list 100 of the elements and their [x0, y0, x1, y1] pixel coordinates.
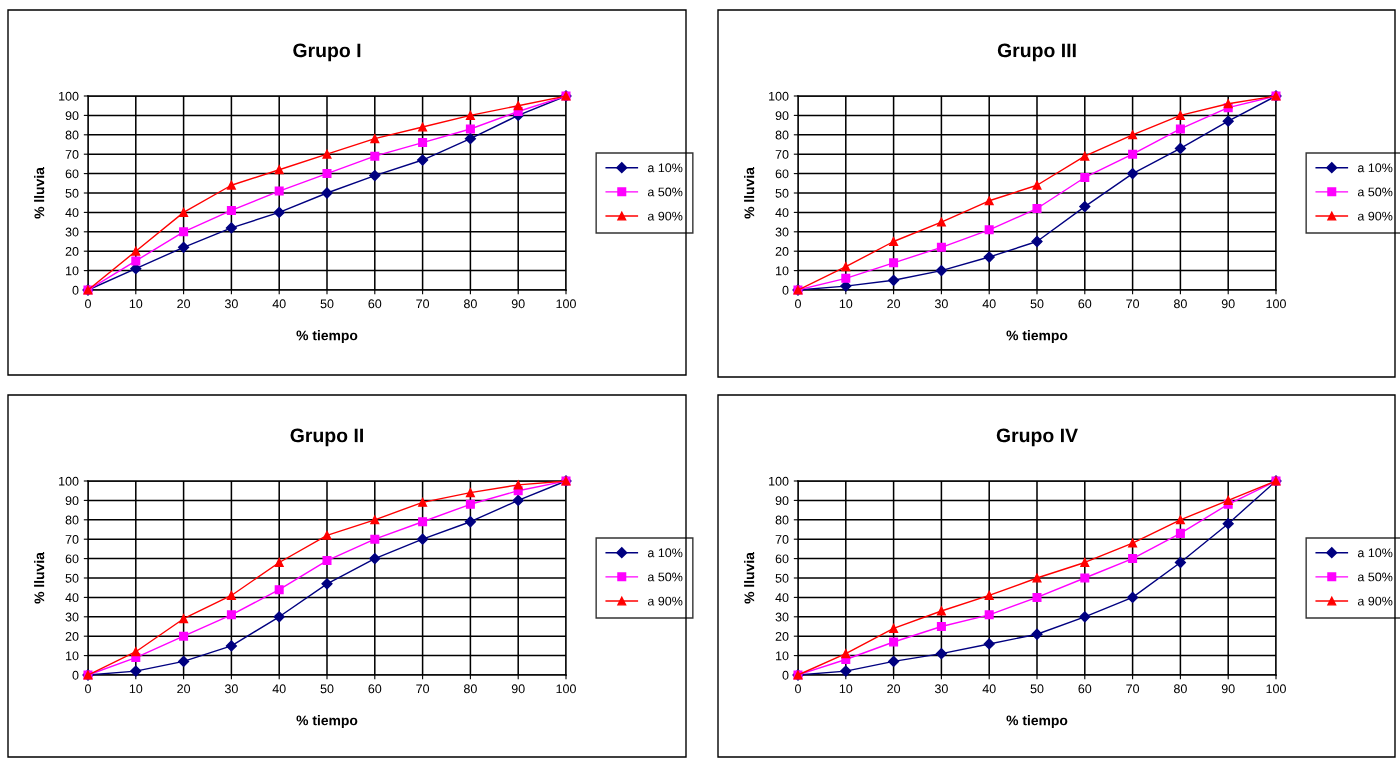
y-tick-label: 80	[65, 130, 79, 140]
y-tick-label: 70	[65, 150, 79, 159]
x-tick-label: 80	[1173, 684, 1187, 694]
y-tick-label: 100	[769, 476, 789, 486]
y-tick-label: 10	[66, 651, 79, 661]
x-tick-label: 70	[416, 684, 430, 694]
x-tick-label: 0	[85, 299, 91, 309]
y-tick-label: 40	[775, 208, 789, 218]
x-tick-label: 100	[556, 299, 576, 309]
x-tick-label: 60	[1078, 299, 1092, 309]
x-tick-label: 90	[1221, 299, 1235, 309]
x-tick-label: 0	[795, 299, 801, 309]
y-tick-label: 20	[775, 247, 789, 256]
legend-label: a 50%	[647, 187, 683, 197]
y-axis-title: % lluvia	[744, 552, 755, 604]
y-tick-label: 60	[775, 554, 789, 564]
chart-title: Grupo I	[293, 43, 361, 62]
y-tick-label: 90	[65, 496, 79, 506]
y-tick-label: 70	[775, 535, 789, 544]
x-tick-label: 70	[1126, 299, 1140, 309]
y-tick-label: 20	[775, 632, 789, 641]
y-tick-label: 50	[775, 573, 789, 583]
x-tick-label: 40	[272, 684, 286, 694]
x-tick-label: 10	[839, 684, 853, 694]
y-tick-label: 80	[775, 515, 789, 525]
y-axis-title: % lluvia	[744, 167, 755, 219]
x-axis-title: % tiempo	[1006, 330, 1068, 344]
legend-label: a 10%	[647, 548, 683, 558]
x-tick-label: 40	[982, 299, 996, 309]
y-tick-label: 10	[66, 266, 79, 276]
y-tick-label: 70	[65, 535, 79, 544]
chart-title: Grupo III	[997, 43, 1076, 62]
x-tick-label: 10	[129, 684, 143, 694]
y-tick-label: 80	[775, 130, 789, 140]
y-tick-label: 90	[775, 111, 789, 121]
x-tick-label: 0	[85, 684, 91, 694]
legend-label: a 50%	[647, 572, 683, 582]
y-tick-label: 0	[782, 285, 789, 295]
x-tick-label: 50	[1030, 684, 1044, 694]
y-tick-label: 20	[65, 632, 79, 641]
y-tick-label: 30	[775, 227, 789, 237]
legend-label: a 90%	[647, 596, 683, 606]
x-tick-label: 20	[177, 299, 191, 309]
x-tick-label: 20	[177, 684, 191, 694]
y-tick-label: 0	[72, 670, 79, 680]
y-tick-label: 10	[776, 651, 789, 661]
legend-label: a 10%	[1357, 163, 1393, 173]
legend-label: a 90%	[647, 211, 683, 221]
x-tick-label: 40	[272, 299, 286, 309]
y-axis-title: % lluvia	[34, 167, 45, 219]
x-tick-label: 80	[463, 684, 477, 694]
x-tick-label: 30	[224, 684, 238, 694]
legend-label: a 90%	[1357, 596, 1393, 606]
y-tick-label: 90	[65, 111, 79, 121]
x-tick-label: 30	[934, 684, 948, 694]
x-tick-label: 90	[1221, 684, 1235, 694]
x-tick-label: 90	[511, 299, 525, 309]
x-tick-label: 60	[368, 299, 382, 309]
x-tick-label: 80	[463, 299, 477, 309]
x-tick-label: 100	[1266, 684, 1286, 694]
x-tick-label: 10	[129, 299, 143, 309]
y-tick-label: 80	[65, 515, 79, 525]
y-tick-label: 30	[65, 227, 79, 237]
x-tick-label: 60	[368, 684, 382, 694]
legend-label: a 90%	[1357, 211, 1393, 221]
x-tick-label: 50	[320, 299, 334, 309]
x-tick-label: 10	[839, 299, 853, 309]
x-axis-title: % tiempo	[1006, 715, 1068, 729]
x-tick-label: 40	[982, 684, 996, 694]
x-tick-label: 50	[1030, 299, 1044, 309]
x-tick-label: 70	[416, 299, 430, 309]
y-tick-label: 100	[769, 91, 789, 101]
y-tick-label: 50	[65, 188, 79, 198]
x-tick-label: 30	[934, 299, 948, 309]
x-tick-label: 30	[224, 299, 238, 309]
y-tick-label: 50	[775, 188, 789, 198]
legend-label: a 50%	[1357, 187, 1393, 197]
y-tick-label: 0	[782, 670, 789, 680]
y-tick-label: 60	[65, 554, 79, 564]
chart-title: Grupo IV	[996, 428, 1078, 447]
chart-title: Grupo II	[290, 428, 363, 447]
x-tick-label: 90	[511, 684, 525, 694]
x-tick-label: 70	[1126, 684, 1140, 694]
x-tick-label: 20	[887, 684, 901, 694]
y-tick-label: 40	[65, 208, 79, 218]
x-tick-label: 80	[1173, 299, 1187, 309]
x-axis-title: % tiempo	[296, 330, 358, 344]
legend-label: a 10%	[647, 163, 683, 173]
y-tick-label: 30	[65, 612, 79, 622]
y-axis-title: % lluvia	[34, 552, 45, 604]
x-tick-label: 50	[320, 684, 334, 694]
y-tick-label: 50	[65, 573, 79, 583]
y-tick-label: 100	[59, 476, 79, 486]
y-tick-label: 100	[59, 91, 79, 101]
y-tick-label: 60	[65, 169, 79, 179]
y-tick-label: 10	[776, 266, 789, 276]
x-tick-label: 0	[795, 684, 801, 694]
x-axis-title: % tiempo	[296, 715, 358, 729]
y-tick-label: 40	[65, 593, 79, 603]
legend-label: a 10%	[1357, 548, 1393, 558]
